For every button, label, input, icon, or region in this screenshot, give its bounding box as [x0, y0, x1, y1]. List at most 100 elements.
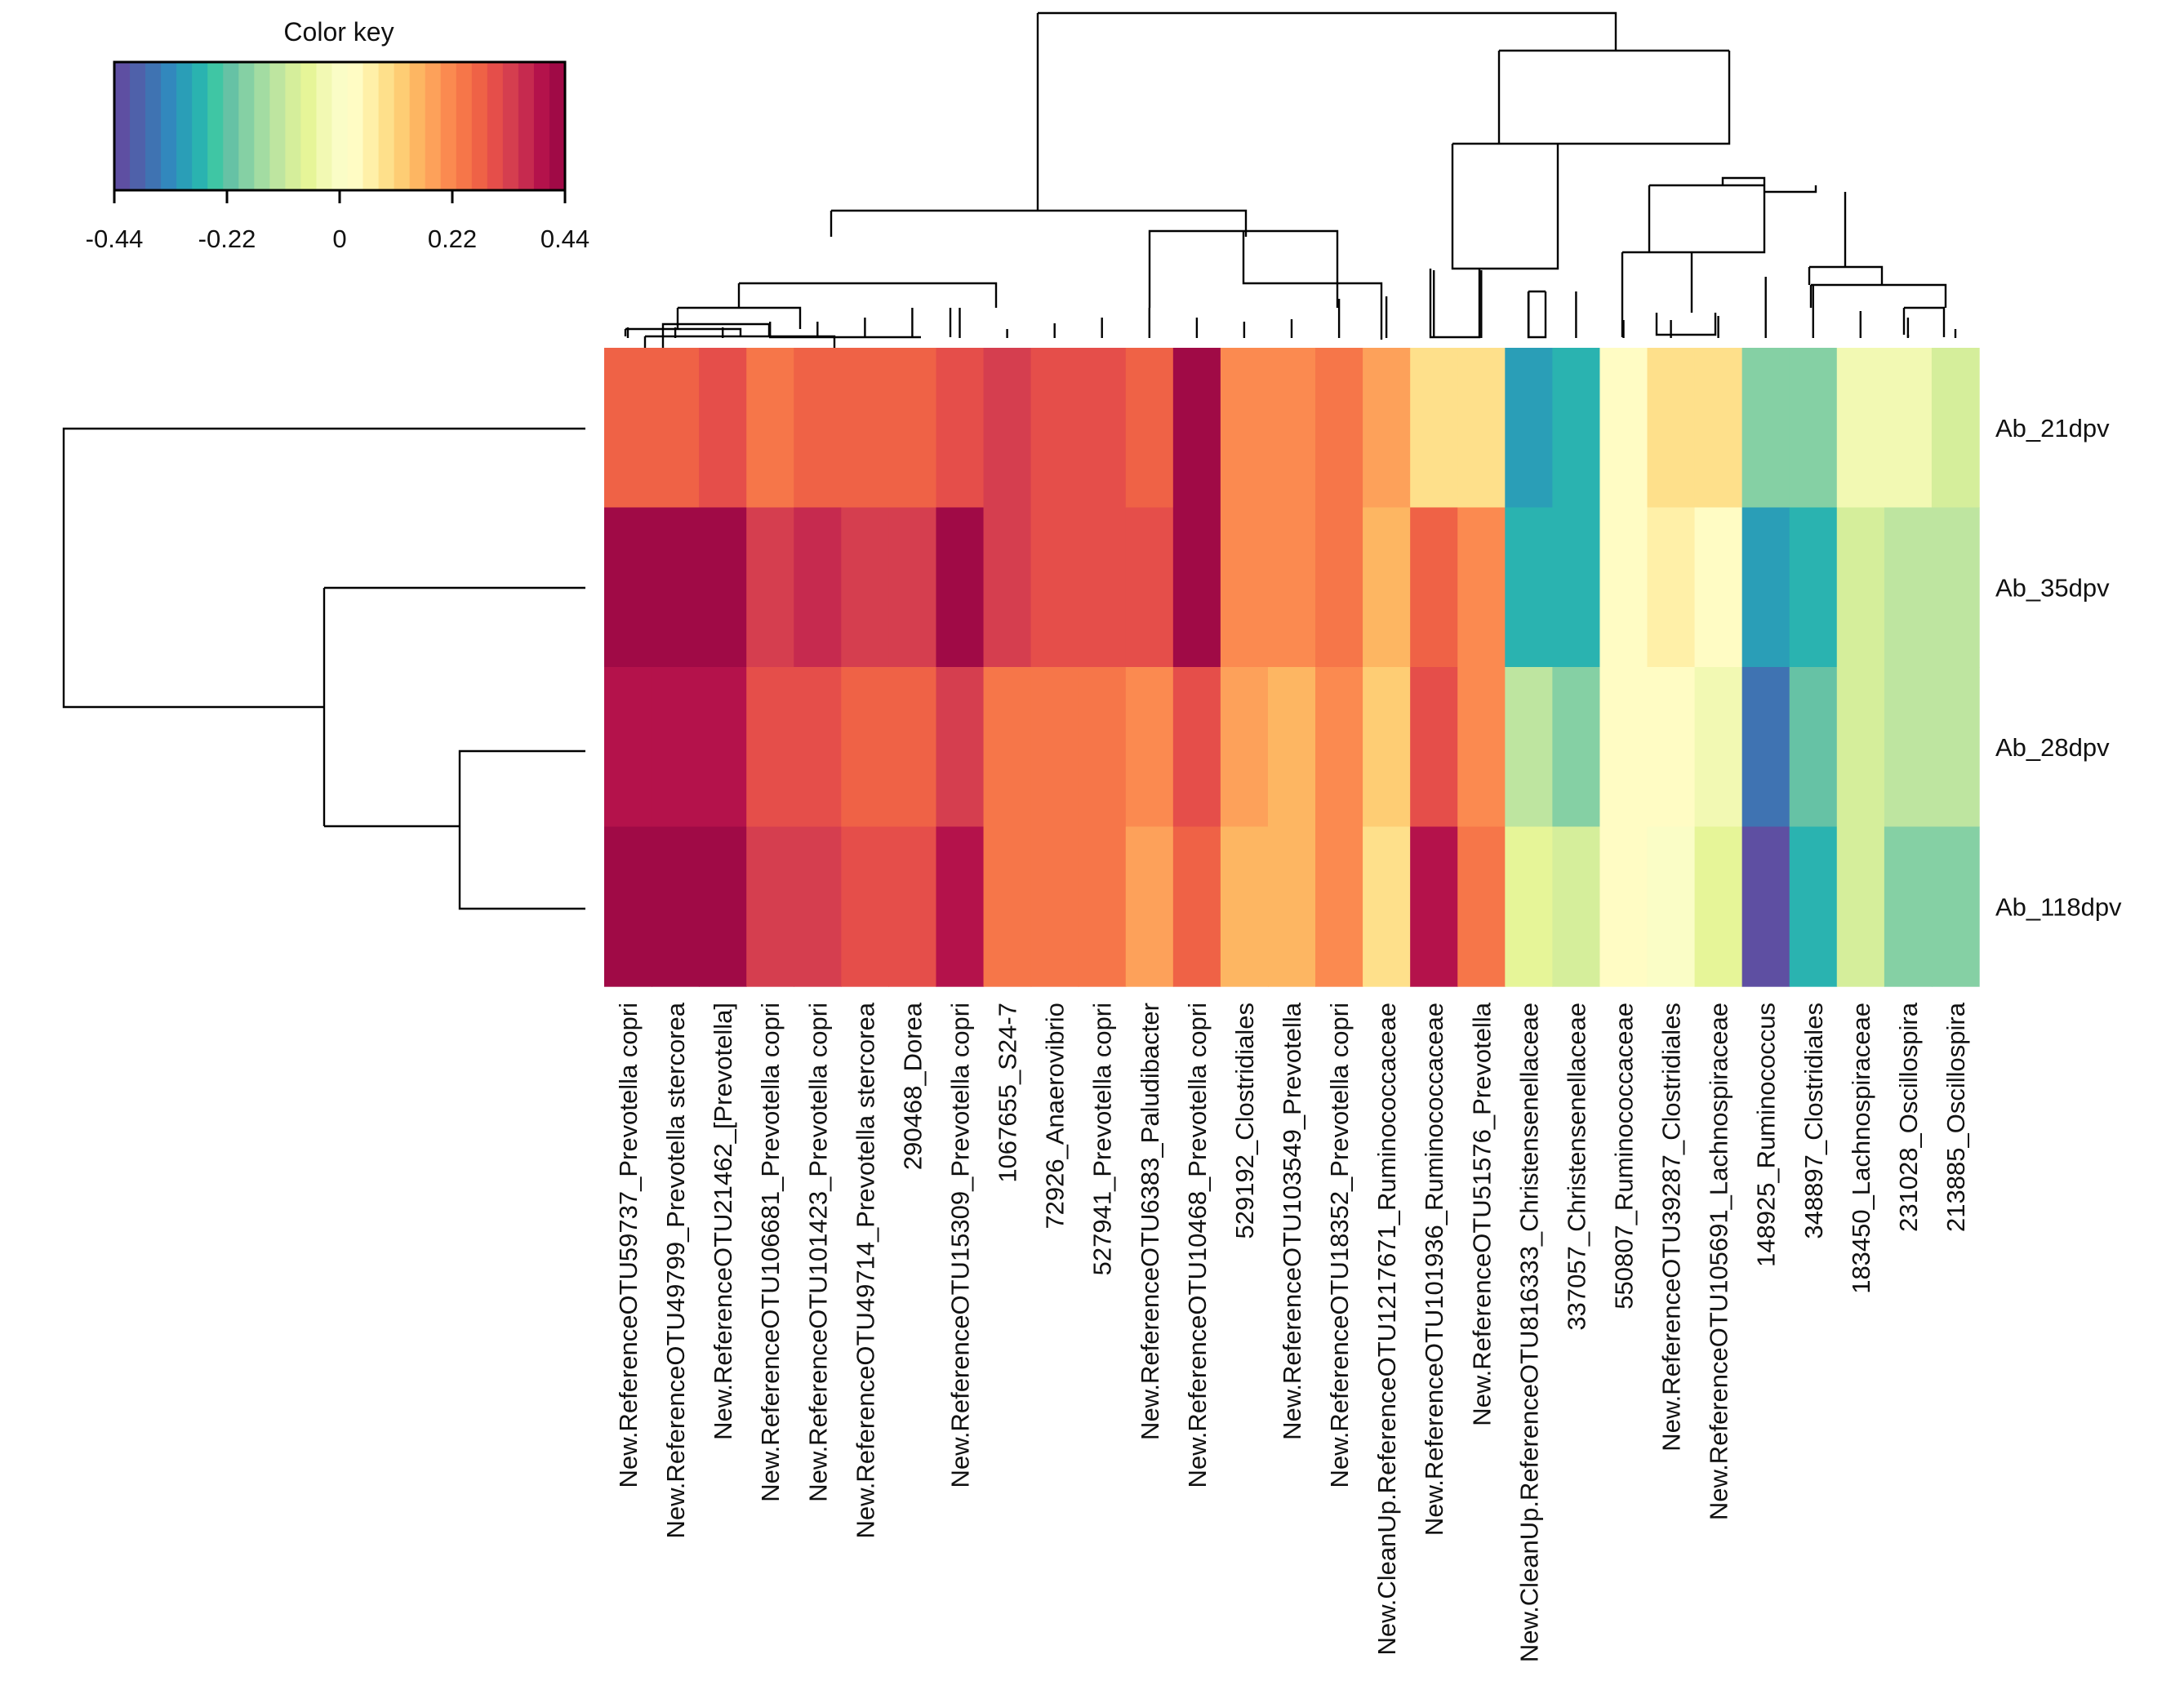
heatmap-cell: [1599, 348, 1648, 509]
column-label: New.ReferenceOTU21462_[Prevotella]: [709, 1003, 737, 1440]
heatmap-cell: [1931, 667, 1980, 828]
heatmap-cell: [841, 507, 890, 668]
color-key-band: [238, 62, 255, 190]
heatmap-cell: [1410, 826, 1458, 987]
heatmap-cell: [983, 826, 1032, 987]
heatmap-cell: [1505, 348, 1554, 509]
color-key-band: [518, 62, 535, 190]
heatmap-cell: [1552, 348, 1601, 509]
column-label: New.ReferenceOTU101423_Prevotella copri: [803, 1003, 832, 1502]
color-key-band: [285, 62, 302, 190]
column-label: New.ReferenceOTU49714_Prevotella stercor…: [851, 1002, 879, 1538]
row-dendrogram: [62, 427, 585, 910]
column-label: 337057_Christensenellaceae: [1562, 1003, 1590, 1331]
heatmap-cell: [1836, 507, 1885, 668]
heatmap-cell: [1125, 348, 1174, 509]
column-label: New.ReferenceOTU18352_Prevotella copri: [1325, 1003, 1354, 1488]
heatmap-cell: [1172, 507, 1221, 668]
heatmap-cell: [1315, 826, 1363, 987]
column-label: New.ReferenceOTU59737_Prevotella copri: [614, 1003, 643, 1488]
heatmap-cell: [1457, 826, 1506, 987]
column-label: New.ReferenceOTU49799_Prevotella stercor…: [661, 1002, 690, 1538]
heatmap-cell: [983, 507, 1032, 668]
heatmap-cell: [1599, 507, 1648, 668]
row-label: Ab_21dpv: [1995, 414, 2110, 443]
heatmap-cell: [1884, 826, 1933, 987]
heatmap-cell: [1789, 826, 1838, 987]
color-key-band: [440, 62, 457, 190]
heatmap-cell: [1741, 348, 1790, 509]
heatmap-cell: [1125, 826, 1174, 987]
heatmap-cell: [1030, 667, 1079, 828]
heatmap-cell: [1505, 826, 1554, 987]
heatmap-cell: [794, 348, 843, 509]
column-label: New.ReferenceOTU15309_Prevotella copri: [946, 1003, 975, 1488]
heatmap-cell: [1363, 348, 1411, 509]
color-key-tick-label: 0: [332, 225, 346, 253]
heatmap-cell: [1220, 507, 1269, 668]
row-label: Ab_35dpv: [1995, 573, 2110, 602]
color-key-band: [176, 62, 193, 190]
color-key-band: [192, 62, 208, 190]
heatmap-cell: [1457, 507, 1506, 668]
column-label: 527941_Prevotella copri: [1088, 1003, 1117, 1275]
heatmap-cell: [699, 348, 747, 509]
heatmap-cell: [652, 667, 700, 828]
heatmap-cell: [1741, 667, 1790, 828]
heatmap-cell: [936, 348, 985, 509]
column-label: New.ReferenceOTU105691_Lachnospiraceae: [1705, 1003, 1733, 1520]
heatmap-cell: [699, 826, 747, 987]
heatmap-cell: [1789, 667, 1838, 828]
column-label: New.ReferenceOTU103549_Prevotella: [1278, 1002, 1306, 1440]
column-label: 213885_Oscillospira: [1942, 1002, 1970, 1232]
heatmap-cell: [1836, 667, 1885, 828]
heatmap-cell: [1599, 826, 1648, 987]
row-label: Ab_28dpv: [1995, 733, 2110, 762]
heatmap-cell: [604, 826, 652, 987]
heatmap-cell: [983, 348, 1032, 509]
heatmap-cell: [652, 826, 700, 987]
heatmap-cell: [1457, 348, 1506, 509]
color-key-band: [114, 62, 131, 190]
color-key-band: [145, 62, 162, 190]
color-key-band: [502, 62, 519, 190]
heatmap-cell: [746, 348, 794, 509]
heatmap-cell: [1741, 826, 1790, 987]
heatmap-cell: [604, 507, 652, 668]
heatmap-cell: [1410, 348, 1458, 509]
heatmap-cell: [1741, 507, 1790, 668]
heatmap-cell: [1505, 667, 1554, 828]
heatmap-cell: [1363, 667, 1411, 828]
column-label: 1067655_S24-7: [994, 1003, 1022, 1183]
row-dendrogram-branches: [62, 427, 585, 910]
heatmap-cell: [1172, 826, 1221, 987]
column-label: New.CleanUp.ReferenceOTU816333_Christens…: [1515, 1003, 1543, 1662]
heatmap-cell: [1267, 348, 1316, 509]
heatmap-cell: [1505, 507, 1554, 668]
heatmap-cell: [1315, 348, 1363, 509]
heatmap-cell: [1884, 507, 1933, 668]
heatmap-cell: [1836, 348, 1885, 509]
row-label: Ab_118dpv: [1995, 892, 2122, 921]
color-key: Color key -0.44 -0.22 0 0.22 0.44: [86, 17, 590, 253]
color-key-band: [471, 62, 488, 190]
color-key-band: [456, 62, 473, 190]
color-key-tick-label: -0.22: [198, 225, 256, 253]
column-label: New.ReferenceOTU39287_Clostridiales: [1657, 1003, 1686, 1452]
column-dendrogram-leaves: [626, 270, 1957, 338]
heatmap-cell: [936, 667, 985, 828]
color-key-axis: -0.44 -0.22 0 0.22 0.44: [86, 190, 589, 253]
heatmap-cell: [652, 507, 700, 668]
heatmap-cell: [1078, 507, 1127, 668]
color-key-band: [161, 62, 177, 190]
column-label: 290468_Dorea: [898, 1002, 927, 1170]
column-label: 231028_Oscillospira: [1894, 1002, 1923, 1232]
column-label: New.ReferenceOTU10468_Prevotella copri: [1183, 1003, 1212, 1488]
heatmap-cell: [983, 667, 1032, 828]
heatmap-cell: [1647, 667, 1696, 828]
heatmap-cell: [794, 826, 843, 987]
heatmap-cell: [1315, 667, 1363, 828]
heatmap-cell: [1078, 826, 1127, 987]
color-key-tick-label: -0.44: [86, 225, 144, 253]
